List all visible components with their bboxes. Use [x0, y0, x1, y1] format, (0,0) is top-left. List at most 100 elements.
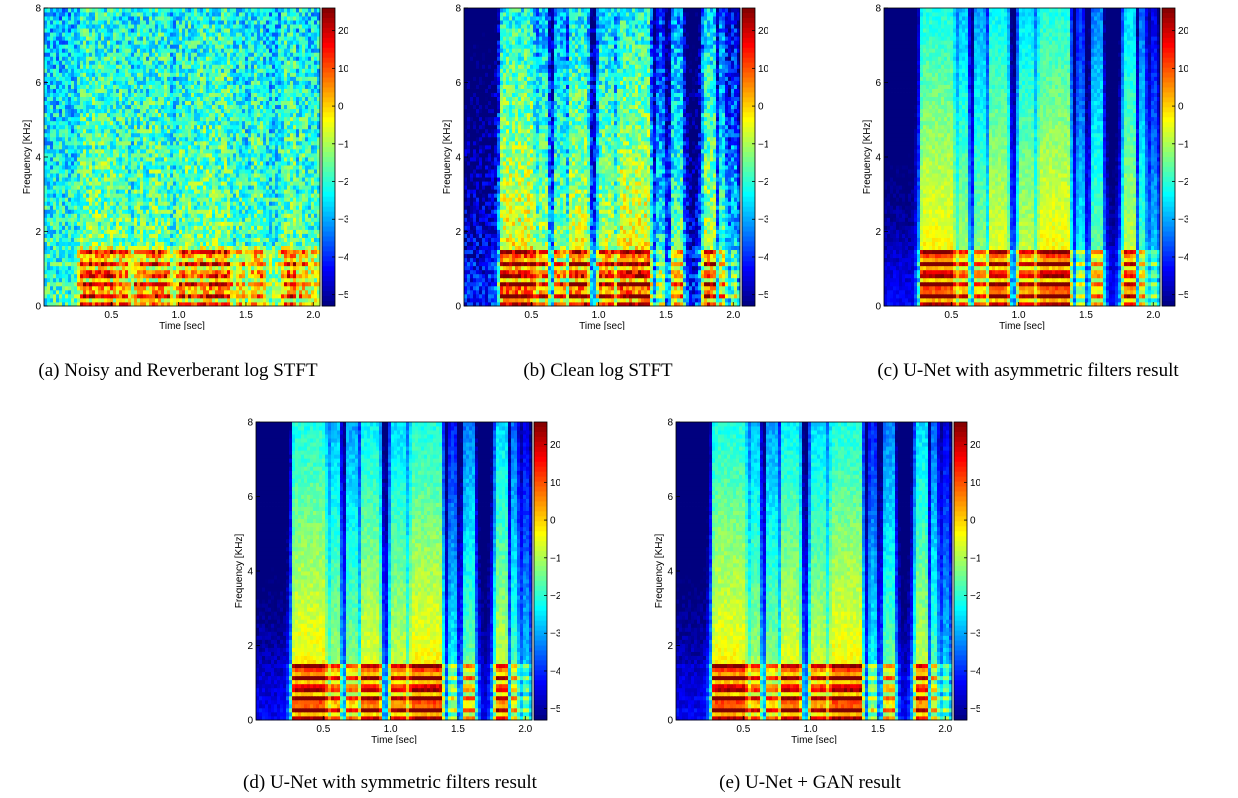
heatmap-cell [266, 245, 270, 251]
heatmap-cell [248, 173, 252, 178]
heatmap-cell [173, 116, 177, 122]
heatmap-cell [200, 161, 204, 166]
heatmap-cell [122, 189, 126, 194]
heatmap-cell [161, 261, 165, 267]
heatmap-cell [164, 205, 168, 210]
heatmap-cell [179, 193, 183, 198]
heatmap-cell [140, 124, 144, 130]
heatmap-cell [104, 128, 108, 134]
heatmap-cell [206, 285, 210, 291]
heatmap-cell [47, 185, 51, 190]
heatmap-cell [44, 96, 48, 102]
heatmap-cell [311, 269, 315, 275]
heatmap-cell [260, 265, 264, 271]
heatmap-cell [47, 165, 51, 170]
heatmap-cell [191, 181, 195, 186]
heatmap-cell [116, 181, 120, 186]
heatmap-cell [227, 273, 231, 279]
heatmap-cell [173, 88, 177, 93]
heatmap-cell [182, 136, 186, 142]
heatmap-cell [71, 136, 75, 142]
heatmap-cell [278, 104, 282, 110]
heatmap-cell [278, 257, 282, 263]
heatmap-cell [278, 229, 282, 234]
heatmap-cell [92, 148, 96, 154]
heatmap-cell [44, 289, 48, 295]
heatmap-cell [92, 116, 96, 122]
heatmap-cell [47, 84, 51, 89]
heatmap-cell [233, 217, 237, 222]
heatmap-cell [50, 84, 54, 89]
heatmap-cell [263, 245, 267, 251]
heatmap-cell [47, 132, 51, 138]
heatmap-cell [290, 189, 294, 194]
heatmap-cell [104, 108, 108, 114]
heatmap-cell [317, 148, 321, 154]
heatmap-cell [62, 140, 66, 146]
heatmap-cell [257, 152, 261, 158]
heatmap-cell [194, 193, 198, 198]
heatmap-cell [236, 281, 240, 287]
heatmap-cell [293, 173, 297, 178]
heatmap-cell [194, 249, 198, 255]
heatmap-cell [317, 261, 321, 267]
heatmap-cell [311, 205, 315, 210]
heatmap-cell [299, 185, 303, 190]
heatmap-cell [92, 277, 96, 283]
heatmap-cell [302, 261, 306, 267]
heatmap-cell [44, 112, 48, 118]
heatmap-cell [281, 112, 285, 118]
heatmap-cell [146, 261, 150, 267]
heatmap-cell [131, 241, 135, 246]
heatmap-cell [155, 116, 159, 122]
heatmap-cell [152, 88, 156, 93]
heatmap-cell [185, 281, 189, 287]
heatmap-cell [149, 301, 153, 307]
heatmap-cell [239, 233, 243, 238]
heatmap-cell [260, 116, 264, 122]
heatmap-cell [308, 217, 312, 222]
heatmap-cell [47, 253, 51, 259]
heatmap-cell [257, 229, 261, 234]
heatmap-cell [185, 177, 189, 182]
heatmap-cell [215, 265, 219, 271]
heatmap-cell [107, 205, 111, 210]
heatmap-cell [92, 209, 96, 214]
heatmap-cell [119, 161, 123, 166]
heatmap-cell [170, 100, 174, 106]
heatmap-cell [140, 273, 144, 279]
heatmap-cell [59, 181, 63, 186]
heatmap-cell [140, 144, 144, 150]
heatmap-cell [65, 161, 69, 166]
heatmap-cell [98, 237, 102, 242]
heatmap-cell [203, 136, 207, 142]
heatmap-cell [308, 229, 312, 234]
heatmap-cell [158, 136, 162, 142]
heatmap-cell [266, 193, 270, 198]
heatmap-cell [104, 169, 108, 174]
heatmap-cell [290, 217, 294, 222]
heatmap-cell [74, 245, 78, 251]
heatmap-cell [191, 120, 195, 126]
heatmap-cell [197, 201, 201, 206]
heatmap-cell [302, 217, 306, 222]
heatmap-cell [107, 225, 111, 230]
heatmap-cell [248, 257, 252, 263]
heatmap-cell [155, 237, 159, 242]
heatmap-cell [266, 229, 270, 234]
heatmap-cell [296, 193, 300, 198]
heatmap-cell [317, 209, 321, 214]
heatmap-cell [56, 281, 60, 287]
heatmap-cell [311, 144, 315, 150]
heatmap-cell [203, 132, 207, 138]
heatmap-cell [167, 177, 171, 182]
heatmap-cell [74, 277, 78, 283]
heatmap-cell [101, 181, 105, 186]
heatmap-cell [143, 169, 147, 174]
heatmap-cell [248, 301, 252, 307]
heatmap-cell [275, 92, 279, 97]
heatmap-cell [185, 241, 189, 246]
heatmap-cell [275, 281, 279, 287]
heatmap-cell [302, 233, 306, 238]
heatmap-cell [146, 128, 150, 134]
